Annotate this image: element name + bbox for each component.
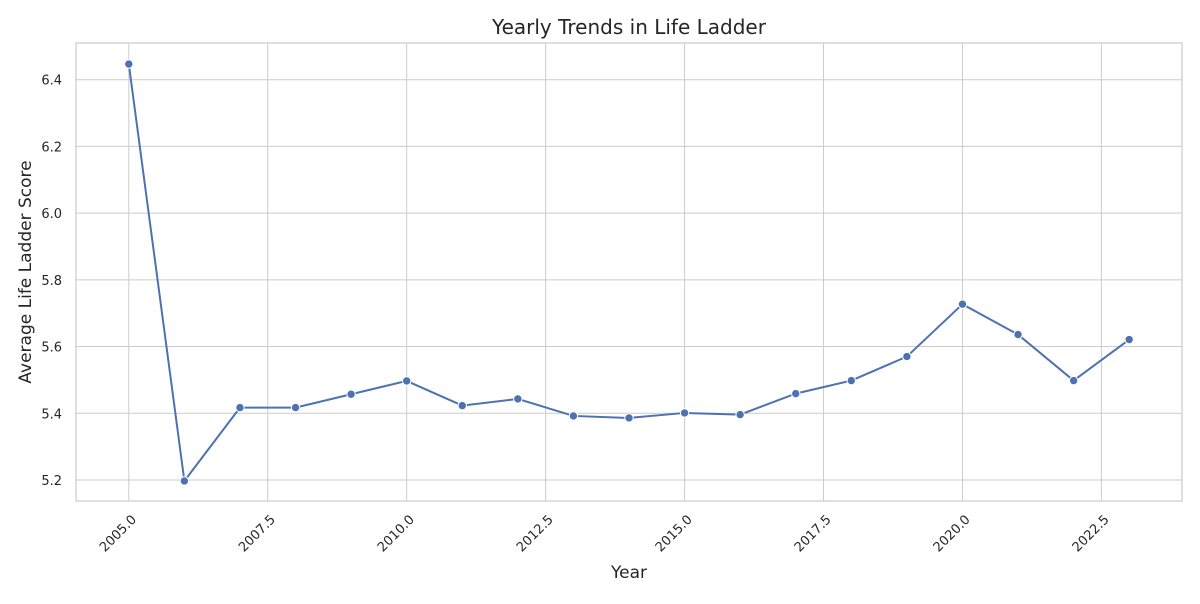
data-point: [568, 411, 579, 421]
data-point: [679, 408, 690, 418]
x-tick-label: 2005.0: [97, 512, 140, 555]
data-point: [1068, 375, 1079, 386]
plot-frame: [75, 42, 1183, 502]
data-point: [346, 389, 356, 399]
x-axis-label: Year: [610, 563, 647, 583]
data-point: [513, 394, 523, 404]
data-point: [290, 402, 301, 413]
chart-title: Yearly Trends in Life Ladder: [491, 15, 767, 39]
x-tick-label: 2007.5: [236, 512, 279, 555]
x-tick-labels: 2005.0 2007.5 2010.0 2012.5 2015.0 2017.5 2020…: [97, 512, 1112, 555]
y-tick-label: 5.8: [41, 274, 62, 289]
data-point: [735, 409, 745, 420]
y-tick-label: 5.6: [41, 341, 62, 356]
data-point: [457, 400, 467, 411]
x-tick-label: 2017.5: [792, 512, 835, 555]
data-point: [124, 59, 134, 69]
x-tick-label: 2012.5: [514, 512, 557, 555]
data-point: [624, 413, 634, 423]
series-layer: [124, 59, 1134, 486]
data-point: [791, 388, 801, 399]
y-tick-label: 6.2: [41, 140, 62, 155]
y-tick-label: 5.4: [41, 407, 62, 422]
y-tick-label: 5.2: [41, 474, 62, 489]
x-tick-label: 2010.0: [375, 512, 418, 555]
data-point: [957, 299, 968, 309]
y-tick-label: 6.0: [41, 207, 62, 222]
grid-lines: [76, 43, 1182, 501]
data-point: [902, 351, 912, 362]
data-point: [235, 402, 245, 413]
y-tick-label: 6.4: [41, 74, 62, 89]
x-tick-label: 2020.0: [931, 512, 974, 555]
data-point: [401, 376, 412, 386]
data-point: [1013, 329, 1023, 340]
y-tick-labels: 5.2 5.4 5.6 5.8 6.0 6.2 6.4: [41, 74, 62, 489]
x-tick-label: 2015.0: [653, 512, 696, 555]
data-point: [179, 476, 190, 486]
data-point: [846, 375, 857, 386]
y-axis-label: Average Life Ladder Score: [16, 160, 36, 383]
data-point: [1124, 334, 1134, 345]
x-tick-label: 2022.5: [1070, 512, 1113, 555]
